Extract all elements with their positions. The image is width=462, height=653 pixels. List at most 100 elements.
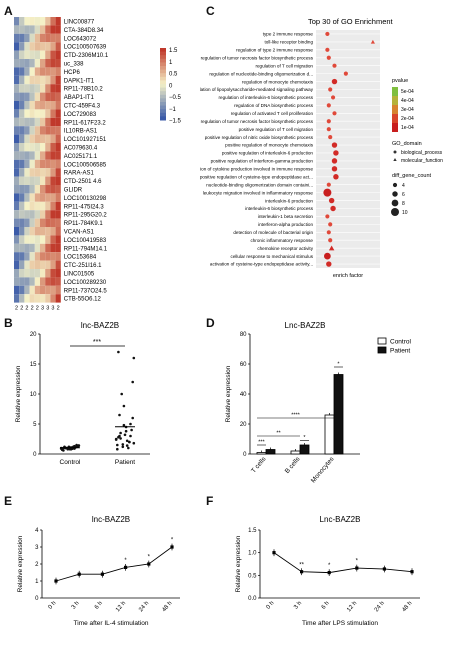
heatmap-cell <box>24 252 30 261</box>
data-point <box>410 570 414 574</box>
legend-swatch <box>160 80 166 85</box>
heatmap-cell <box>40 193 46 202</box>
y-tick-label: 4 <box>35 528 39 534</box>
heatmap-cell <box>24 42 30 51</box>
heatmap-cell <box>40 59 46 68</box>
heatmap-cell <box>14 42 20 51</box>
heatmap-cell <box>29 185 35 194</box>
heatmap-cell <box>55 235 61 244</box>
go-point <box>330 205 336 212</box>
legend-swatch <box>160 84 166 89</box>
significance-label: * <box>148 555 151 561</box>
gene-label: CTD-2306M10.1 <box>64 53 109 59</box>
heatmap-cell <box>19 201 25 211</box>
x-tick-label: B cells <box>284 455 302 475</box>
significance-label: *** <box>258 440 265 446</box>
heatmap-cell <box>24 143 30 152</box>
go-point <box>332 111 337 116</box>
legend-swatch <box>160 66 166 71</box>
go-point <box>332 63 337 68</box>
heatmap-cell <box>50 168 56 177</box>
go-point <box>328 197 335 204</box>
heatmap-cell <box>40 75 46 85</box>
heatmap-cell <box>55 101 61 110</box>
heatmap-cell <box>29 243 35 253</box>
legend-swatch <box>160 73 166 78</box>
legend-tick: −1.5 <box>169 119 182 125</box>
heatmap-cell <box>34 126 40 135</box>
heatmap-cell <box>45 294 51 303</box>
heatmap-cell <box>45 67 51 76</box>
go-term-label: chemokine receptor activity <box>257 246 313 251</box>
heatmap-cell <box>55 218 61 227</box>
x-tick-label: 48 h <box>401 600 413 613</box>
heatmap-cell <box>40 17 46 26</box>
heatmap-cell <box>29 75 35 85</box>
heatmap-cell <box>34 151 40 160</box>
column-label: 2 <box>57 306 60 312</box>
legend-swatch <box>160 58 166 63</box>
heatmap-cell <box>34 227 40 236</box>
heatmap-cell <box>34 67 40 76</box>
heatmap-cell <box>45 59 51 68</box>
heatmap-cell <box>40 227 46 236</box>
heatmap-cell <box>55 294 61 303</box>
heatmap-cell <box>24 84 30 93</box>
heatmap-cell <box>19 50 25 59</box>
x-tick-label: T cells <box>250 455 268 474</box>
legend-swatch <box>160 48 166 53</box>
heatmap-cell <box>19 243 25 253</box>
legend-swatch <box>160 51 166 56</box>
go-point <box>326 119 331 124</box>
go-term-label: interleukin-1 beta secretion <box>258 214 314 219</box>
heatmap-cell <box>24 185 30 194</box>
heatmap-cell <box>45 260 51 269</box>
x-tick-label: 0 h <box>266 600 276 610</box>
heatmap-cell <box>55 168 61 177</box>
heatmap-cell <box>14 143 20 152</box>
heatmap-cell <box>24 134 30 143</box>
x-tick-label: Patient <box>115 459 135 466</box>
data-point <box>125 439 129 443</box>
go-term-label: leukocyte migration involved in inflamma… <box>203 190 314 195</box>
heatmap-cell <box>24 168 30 177</box>
heatmap-cell <box>24 243 30 253</box>
x-tick-label: Control <box>60 459 82 466</box>
heatmap-cell <box>40 294 46 303</box>
data-point <box>382 567 386 571</box>
heatmap-cell <box>34 277 40 286</box>
bar <box>290 450 301 455</box>
x-tick-label: Monocytes <box>310 455 336 484</box>
heatmap-cell <box>50 277 56 286</box>
heatmap-cell <box>55 252 61 261</box>
heatmap-cell <box>40 269 46 278</box>
go-term-label: nucleotide-binding oligomerization domai… <box>206 182 313 187</box>
data-point <box>116 443 119 447</box>
go-term-label: regulation of DNA biosynthetic process <box>234 103 314 108</box>
heatmap-cell <box>19 227 25 236</box>
gene-label: HCP6 <box>64 70 81 76</box>
pvalue-swatch <box>392 114 398 123</box>
heatmap-cell <box>50 227 56 236</box>
heatmap-cell <box>19 109 25 118</box>
heatmap-cell <box>29 235 35 244</box>
heatmap-cell <box>14 75 20 85</box>
heatmap-cell <box>50 59 56 68</box>
heatmap-cell <box>19 210 25 219</box>
heatmap-cell <box>40 50 46 59</box>
x-tick-label: 12 h <box>346 600 358 613</box>
heatmap-cell <box>50 235 56 244</box>
legend-tick: 1.5 <box>169 48 178 54</box>
gene-label: CTD-2501 4.6 <box>64 179 102 185</box>
heatmap-cell <box>29 67 35 76</box>
data-point <box>122 423 126 427</box>
heatmap-cell <box>29 277 35 286</box>
heatmap-cell <box>14 285 20 295</box>
heatmap-cell <box>34 269 40 278</box>
heatmap-cell <box>29 210 35 219</box>
heatmap-cell <box>24 151 30 160</box>
panel-letter-c: C <box>206 4 215 18</box>
go-point <box>343 71 348 76</box>
heatmap-cell <box>55 117 61 127</box>
go-term-label: regulation of type 2 immune response <box>236 48 313 53</box>
